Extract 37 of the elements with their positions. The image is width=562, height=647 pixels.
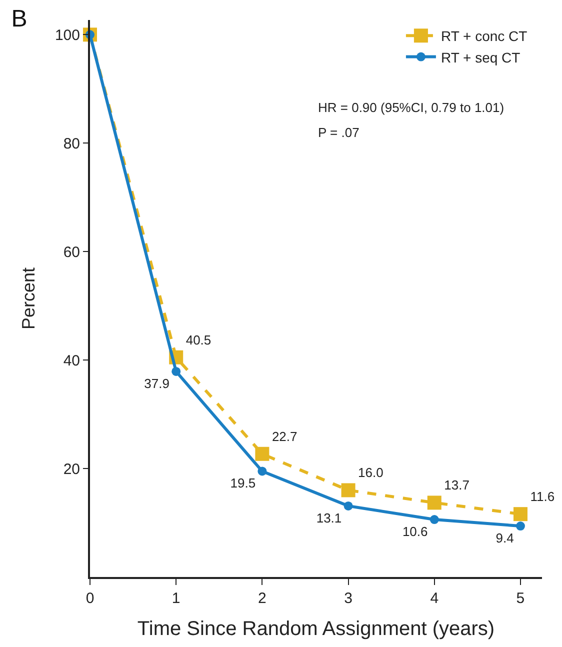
point <box>172 366 181 376</box>
annotation: P = .07 <box>318 125 360 140</box>
point <box>258 466 267 476</box>
data-label: 10.6 <box>402 524 428 539</box>
data-label: 40.5 <box>186 332 212 348</box>
point <box>513 507 528 522</box>
x-tick-label: 2 <box>258 590 266 607</box>
x-tick-label: 4 <box>430 590 439 607</box>
point <box>516 522 525 531</box>
data-label: 13.1 <box>316 510 342 526</box>
data-label: 13.7 <box>444 478 470 493</box>
data-label: 19.5 <box>230 476 256 491</box>
legend-label: RT + conc CT <box>440 28 528 44</box>
data-label: 37.9 <box>144 376 170 391</box>
y-tick-label: 20 <box>63 460 80 478</box>
point <box>430 515 439 524</box>
y-tick-label: 60 <box>63 244 80 261</box>
point <box>344 501 353 510</box>
chart-title: B <box>11 6 28 33</box>
y-axis-title: Percent <box>18 267 39 330</box>
x-tick-label: 5 <box>516 590 525 607</box>
annotation: HR = 0.90 (95%CI, 0.79 to 1.01) <box>318 100 504 115</box>
y-tick-label: 100 <box>54 26 80 44</box>
data-label: 22.7 <box>272 428 298 444</box>
y-tick-label: 80 <box>63 135 80 152</box>
point <box>427 496 442 510</box>
data-label: 16.0 <box>358 465 384 480</box>
x-tick-label: 1 <box>172 590 180 607</box>
point <box>255 446 270 461</box>
data-label: 11.6 <box>530 489 555 504</box>
legend-label: RT + seq CT <box>440 49 521 66</box>
x-tick-label: 3 <box>344 590 352 607</box>
x-tick-label: 0 <box>86 590 94 607</box>
x-axis-title: Time Since Random Assignment (years) <box>137 618 495 640</box>
point <box>341 483 356 498</box>
data-label: 9.4 <box>496 530 514 546</box>
y-tick-label: 40 <box>63 352 80 370</box>
